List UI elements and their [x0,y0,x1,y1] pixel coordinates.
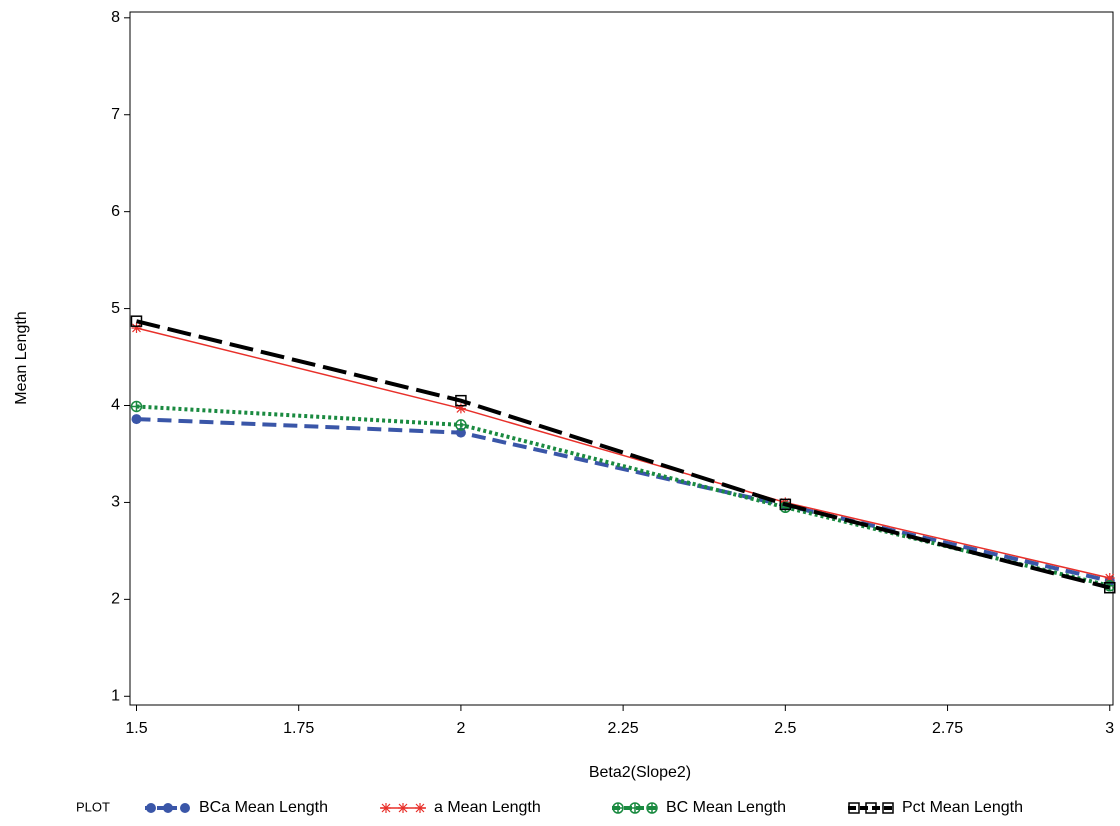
marker [455,419,467,431]
legend-marker [612,802,624,814]
legend-marker [646,802,658,814]
marker [455,427,466,438]
marker [131,322,142,333]
series-line [136,417,1111,583]
legend-label: BCa Mean Length [199,799,328,816]
legend-marker [398,803,408,813]
x-tick-label: 2.25 [608,720,639,737]
legend-label: Pct Mean Length [902,799,1023,816]
legend-marker [180,803,190,813]
y-tick-label: 8 [111,9,120,26]
marker [455,403,466,414]
marker [130,315,143,327]
series-line [136,319,1111,590]
y-axis-label: Mean Length [13,311,30,404]
plot-frame [129,11,1114,706]
legend-label: BC Mean Length [666,799,786,816]
y-tick-label: 5 [111,300,120,317]
x-tick-label: 1.5 [125,720,147,737]
legend-marker [629,802,641,814]
legend-marker [163,803,173,813]
legend-marker [381,803,391,813]
legend-title: PLOT [76,799,110,814]
y-tick-label: 1 [111,687,120,704]
y-tick-label: 4 [111,397,120,414]
x-tick-label: 1.75 [283,720,314,737]
y-tick-label: 3 [111,494,120,511]
marker [131,414,142,425]
marker [1104,573,1115,584]
x-tick-label: 2 [456,720,465,737]
legend-marker [848,802,860,814]
marker [130,400,143,413]
x-tick-label: 2.5 [774,720,796,737]
y-tick-label: 6 [111,203,120,220]
marker [779,498,792,511]
series-line [136,404,1111,588]
legend-marker [865,802,877,814]
legend-marker [415,803,425,813]
legend-marker [882,802,894,814]
x-tick-label: 2.75 [932,720,963,737]
series-line [136,327,1110,579]
y-tick-label: 2 [111,591,120,608]
x-tick-label: 3 [1105,720,1114,737]
marker [1104,581,1116,594]
x-axis-label: Beta2(Slope2) [589,764,691,781]
marker [455,394,467,407]
legend-label: a Mean Length [434,799,541,816]
y-tick-label: 7 [111,106,120,123]
legend-marker [146,803,156,813]
